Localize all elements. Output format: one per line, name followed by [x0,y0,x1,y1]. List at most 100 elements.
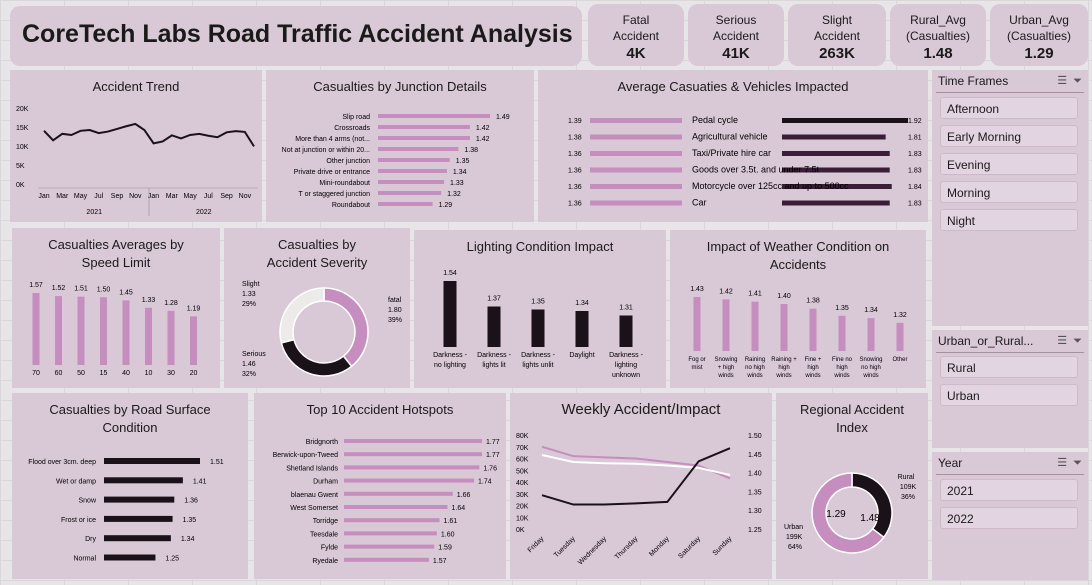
bar-value-label: 1.38 [464,147,478,154]
bar-category-label: Shetland Islands [286,465,338,472]
slicer-item-early-morning[interactable]: Early Morning [940,125,1078,147]
bar-category-label: T or staggered junction [299,191,371,198]
clear-filter-icon[interactable]: ⏷ [1073,335,1082,347]
x-tick-label: Nov [239,193,252,200]
panel-title: Weekly Accident/Impact [561,401,721,418]
panel-severity: Casualties by Accident Severity fatal 1.8… [224,228,410,388]
bar-category-label: winds [804,373,820,379]
bar-value-label: 1.77 [486,452,500,459]
bar [32,293,40,365]
bar [344,465,480,470]
slicer-item-rural[interactable]: Rural [940,356,1078,378]
pie-percent-label: 39% [388,317,402,324]
slicer-urban-or-rural: Urban_or_Rural... ☰ ⏷ Rural Urban [932,330,1088,448]
bar-value-label: 1.83 [908,151,922,158]
multi-select-icon[interactable]: ☰ [1057,457,1068,469]
y-left-tick-label: 60K [516,457,529,464]
bar [378,114,490,118]
bar-category-label: Agricultural vehicle [692,132,768,142]
bar [122,300,130,365]
bar [782,184,892,189]
pie-slice [811,472,885,554]
bar-category-label: no high [745,365,765,371]
panel-title: Accident Trend [92,79,180,94]
kpi-label: Urban_Avg (Casualties) [1006,13,1072,43]
panel-title: Casualties Averages by Speed Limit [48,237,184,270]
clear-filter-icon[interactable]: ⏷ [1073,457,1082,469]
bar [378,180,445,184]
bar-value-label: 1.34 [453,169,467,176]
bar [378,191,442,195]
slicer-item-afternoon[interactable]: Afternoon [940,97,1078,119]
pie-value-label: 199K [786,534,803,541]
y-right-tick-label: 1.30 [748,508,762,515]
bar [487,306,501,347]
panel-hotspots: Top 10 Accident Hotspots Bridgnorth 1.77 B… [254,393,506,579]
slicer-item-2022[interactable]: 2022 [940,507,1078,529]
bar-category-label: 15 [100,370,108,377]
x-tick-label: Mar [56,193,69,200]
bar-category-label: winds [746,373,762,379]
weekly-chart: 80K 70K 60K 50K 40K 30K 20K 10K 0K 1.50 1.45 1.40 1.… [516,433,762,566]
slicer-title: Urban_or_Rural... [938,334,1034,348]
bar [167,310,175,365]
bar-value-label: 1.29 [439,202,453,209]
severity-chart: fatal 1.80 39% Serious 1.46 32% Slight 1.33 29% [242,281,402,378]
bar-value-label: 1.34 [864,307,878,314]
bar-category-label: Crossroads [334,125,370,132]
bar [782,200,890,206]
bar-value-label: 1.50 [97,286,111,293]
bar-category-label: Frost or ice [61,517,96,524]
bar-category-label: Slip road [342,114,370,121]
y-right-tick-label: 1.40 [748,471,762,478]
y-right-tick-label: 1.45 [748,452,762,459]
bar [378,147,459,151]
bar [104,458,200,464]
bar-category-label: winds [862,373,878,379]
bar [344,478,475,483]
slicer-item-morning[interactable]: Morning [940,181,1078,203]
trend-chart: 20K 15K 10K 5K 0K Jan Mar May Jul Sep Nov Jan Mar May… [16,106,258,216]
bar-value-label: 1.33 [450,180,464,187]
y-tick-label: 10K [16,144,29,151]
bar-value-label: 1.35 [456,158,470,165]
bar [590,118,682,123]
multi-select-icon[interactable]: ☰ [1057,75,1068,87]
panel-title: Casualties by Accident Severity [266,237,368,270]
vehicles-chart: 1.39 Pedal cycle 1.92 1.38 Agricultural vehi… [568,115,922,208]
bar [344,557,429,562]
multi-select-icon[interactable]: ☰ [1057,335,1068,347]
bar-value-label: 1.35 [183,517,197,524]
slicer-item-2021[interactable]: 2021 [940,479,1078,501]
pie-category-label: fatal [388,297,402,304]
bar-value-label: 1.39 [568,118,582,125]
bar-value-label: 1.83 [908,201,922,208]
y-tick-label: 0K [16,182,25,189]
clear-filter-icon[interactable]: ⏷ [1073,75,1082,87]
slicer-year: Year ☰ ⏷ 2021 2022 [932,452,1088,580]
slicer-item-evening[interactable]: Evening [940,153,1078,175]
bar [378,136,470,140]
bar-category-label: Teesdale [310,531,338,538]
bar-value-label: 1.33 [142,297,156,304]
bar-value-label: 1.32 [447,191,461,198]
bar [378,158,450,162]
bar-value-label: 1.83 [908,168,922,175]
slicer-item-urban[interactable]: Urban [940,384,1078,406]
bar-category-label: Fine + [805,357,822,363]
bar-category-label: 20 [190,370,198,377]
bar-value-label: 1.42 [719,288,733,295]
bar-value-label: 1.61 [444,518,458,525]
bar-value-label: 1.25 [165,556,179,563]
pie-category-label: Serious [242,351,266,358]
y-left-tick-label: 0K [516,527,525,534]
bar-value-label: 1.40 [777,293,791,300]
bar [590,200,682,206]
bar-category-label: winds [775,373,791,379]
x-tick-label: Thursday [614,535,640,561]
bar-value-label: 1.60 [441,531,455,538]
bar-value-label: 1.92 [908,118,922,125]
bar-value-label: 1.57 [29,282,43,289]
bar-category-label: winds [717,373,733,379]
slicer-item-night[interactable]: Night [940,209,1078,231]
